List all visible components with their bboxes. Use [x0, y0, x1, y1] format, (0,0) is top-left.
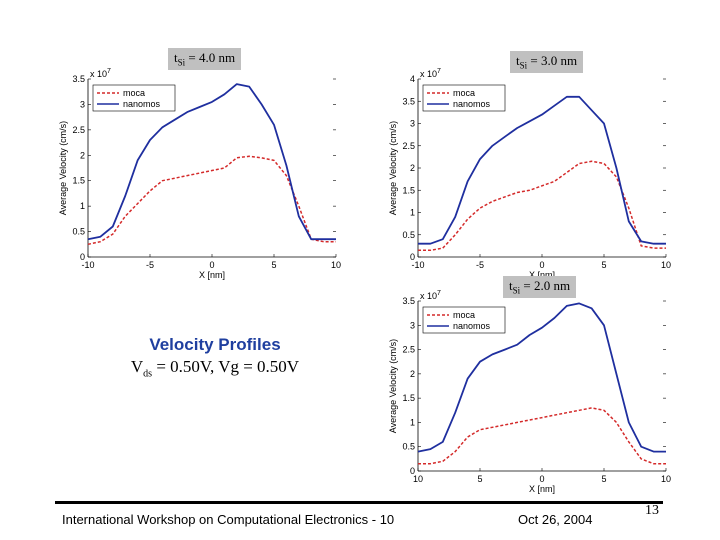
x-tick-label: -5: [476, 260, 484, 270]
chart-label-tsi-2nm: tSi = 2.0 nm: [503, 276, 577, 298]
legend-label-nanomos: nanomos: [453, 321, 491, 331]
legend-label-moca: moca: [453, 88, 475, 98]
slide-conditions: Vds = 0.50V, Vg = 0.50V: [130, 357, 300, 380]
legend-label-nanomos: nanomos: [123, 99, 161, 109]
x-tick-label: 10: [331, 260, 341, 270]
y-exponent-label: x 107: [90, 68, 111, 79]
y-tick-label: 3.5: [402, 96, 415, 106]
y-tick-label: 3: [80, 99, 85, 109]
legend-label-moca: moca: [453, 310, 475, 320]
legend-box: [422, 306, 506, 334]
chart-svg: 0 0.5 1 1.5 2 2.5 3 3.5 -10 -5 0 5 10 x 107 X [nm] Aver…: [58, 68, 341, 280]
chart-svg: 0 0.5 1 1.5 2 2.5 3 3.5 4 -10 -5 0 5 10 x 107 X [nm] Ave…: [388, 68, 671, 280]
legend-label-nanomos: nanomos: [453, 99, 491, 109]
x-tick-label: 5: [601, 260, 606, 270]
y-tick-label: 0.5: [72, 227, 85, 237]
legend-label-moca: moca: [123, 88, 145, 98]
y-tick-label: 2.5: [402, 141, 415, 151]
x-tick-label: -10: [411, 260, 424, 270]
footer-workshop: International Workshop on Computational …: [62, 512, 395, 527]
y-tick-label: 0: [410, 466, 415, 476]
series-line-nanomos: [87, 83, 336, 241]
series-line-moca: [87, 155, 336, 246]
x-tick-label: 5: [271, 260, 276, 270]
y-tick-label: 1: [410, 208, 415, 218]
chart-label-tsi-4nm: tSi = 4.0 nm: [168, 48, 242, 70]
footer-divider: [55, 501, 663, 504]
page-number: 13: [645, 503, 659, 518]
x-tick-label: 10: [661, 474, 671, 484]
x-tick-label: -5: [146, 260, 154, 270]
y-tick-label: 4: [410, 74, 415, 84]
x-axis-label: X [nm]: [529, 270, 555, 280]
x-tick-label: 10: [413, 474, 423, 484]
y-tick-label: 3: [410, 119, 415, 129]
x-tick-label: 10: [661, 260, 671, 270]
series-line-nanomos: [418, 95, 666, 245]
y-tick-label: 1.5: [72, 176, 85, 186]
y-exponent-label: x 107: [420, 68, 441, 79]
legend-box: [422, 84, 506, 112]
x-tick-label: 0: [539, 260, 544, 270]
y-tick-label: 3.5: [72, 74, 85, 84]
x-tick-label: 0: [209, 260, 214, 270]
footer-date: Oct 26, 2004: [518, 512, 593, 527]
legend-box: [92, 84, 176, 112]
chart-tsi-2nm: 0 0.5 1 1.5 2 2.5 3 3.5 10 5 0 5 10 x 107 X [nm] Averag…: [385, 287, 685, 497]
chart-tsi-4nm: 0 0.5 1 1.5 2 2.5 3 3.5 -10 -5 0 5 10 x 107 X [nm] Aver…: [55, 65, 355, 280]
chart-label-tsi-3nm: tSi = 3.0 nm: [510, 51, 584, 73]
slide-title-block: Velocity Profiles Vds = 0.50V, Vg = 0.50…: [95, 335, 335, 379]
series-line-moca: [418, 160, 666, 252]
x-tick-label: -10: [81, 260, 94, 270]
x-axis-label: X [nm]: [529, 484, 555, 494]
x-tick-label: 5: [601, 474, 606, 484]
series-line-moca: [418, 407, 666, 465]
slide-title: Velocity Profiles: [149, 335, 281, 354]
y-tick-label: 2: [410, 369, 415, 379]
y-tick-label: 0.5: [402, 442, 415, 452]
series-line-nanomos: [417, 302, 666, 453]
y-tick-label: 2.5: [72, 125, 85, 135]
y-tick-label: 1: [80, 201, 85, 211]
y-tick-label: 2.5: [402, 345, 415, 355]
y-axis-label: Average Velocity (cm/s): [388, 339, 398, 433]
y-tick-label: 1.5: [402, 185, 415, 195]
y-tick-label: 1: [410, 417, 415, 427]
y-tick-label: 2: [410, 163, 415, 173]
x-tick-label: 0: [539, 474, 544, 484]
y-axis-label: Average Velocity (cm/s): [388, 121, 398, 215]
y-tick-label: 3: [410, 320, 415, 330]
x-axis-label: X [nm]: [199, 270, 225, 280]
y-axis-label: Average Velocity (cm/s): [58, 121, 68, 215]
chart-tsi-3nm: 0 0.5 1 1.5 2 2.5 3 3.5 4 -10 -5 0 5 10 x 107 X [nm] Ave…: [385, 65, 685, 280]
y-tick-label: 0: [80, 252, 85, 262]
y-tick-label: 1.5: [402, 393, 415, 403]
y-tick-label: 0: [410, 252, 415, 262]
y-exponent-label: x 107: [420, 290, 441, 301]
x-tick-label: 5: [477, 474, 482, 484]
y-tick-label: 2: [80, 150, 85, 160]
y-tick-label: 3.5: [402, 296, 415, 306]
chart-svg: 0 0.5 1 1.5 2 2.5 3 3.5 10 5 0 5 10 x 107 X [nm] Averag…: [388, 290, 671, 494]
y-tick-label: 0.5: [402, 230, 415, 240]
